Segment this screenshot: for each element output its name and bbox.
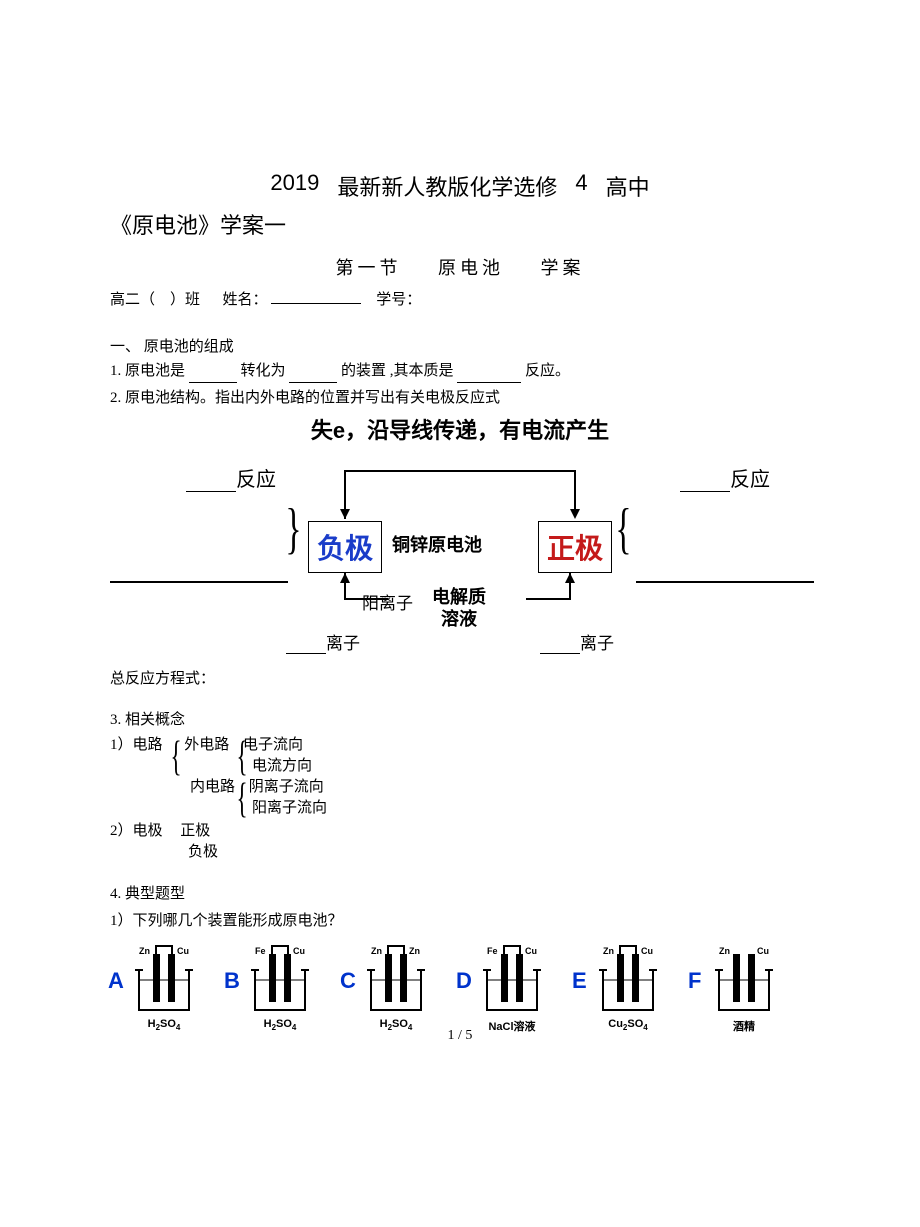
negative-electrode-box: 负极 xyxy=(308,521,382,573)
c1a: 1）电路 xyxy=(110,737,163,753)
svg-text:Zn: Zn xyxy=(719,946,730,956)
beaker-icon: Zn Cu xyxy=(125,940,203,1016)
c1c: 电子流向 xyxy=(243,737,303,753)
lesson-kind: 学案 xyxy=(541,258,585,278)
svg-text:Cu: Cu xyxy=(293,946,305,956)
c1d: 电流方向 xyxy=(252,754,810,775)
beaker-cell: CZnZnH2SO4 xyxy=(342,940,450,1032)
beaker-letter: E xyxy=(572,968,587,994)
cell-diagram: 反应 } 反应 { 负极 正极 铜锌原电池 阳离子 电解质溶液 xyxy=(110,451,810,661)
c1f: 阴离子流向 xyxy=(249,779,324,795)
svg-text:Zn: Zn xyxy=(409,946,420,956)
lesson-name: 原电池 xyxy=(438,258,504,278)
brace-outer-icon: { xyxy=(171,743,182,772)
concepts-heading: 3. 相关概念 xyxy=(110,708,810,729)
question-1: 1. 原电池是 转化为 的装置 ,其本质是 反应。 xyxy=(110,360,810,383)
id-label: 学号： xyxy=(376,292,421,308)
beaker-letter: D xyxy=(456,968,472,994)
beaker-cell: EZnCuCu2SO4 xyxy=(574,940,682,1032)
left-ion-label: 离子 xyxy=(286,629,360,654)
q1-c: 的装置 ,其本质是 xyxy=(341,363,454,379)
beaker-cell: DFeCuNaCl溶液 xyxy=(458,940,566,1034)
svg-text:Zn: Zn xyxy=(371,946,382,956)
beaker-letter: F xyxy=(688,968,701,994)
right-reaction-label: 反应 xyxy=(680,463,770,492)
beaker-cell: BFeCuH2SO4 xyxy=(226,940,334,1032)
electrolyte-label: 电解质溶液 xyxy=(432,587,486,630)
beaker-icon: Zn Zn xyxy=(357,940,435,1016)
page: 2019 最新新人教版化学选修 4 高中 《原电池》学案一 第一节 原电池 学案… xyxy=(0,0,920,1074)
title-num: 4 xyxy=(575,170,587,202)
beaker-letter: B xyxy=(224,968,240,994)
cell-name-label: 铜锌原电池 xyxy=(392,531,482,557)
beaker-row: AZnCuH2SO4BFeCuH2SO4CZnZnH2SO4DFeCuNaCl溶… xyxy=(110,940,810,1034)
svg-text:Zn: Zn xyxy=(603,946,614,956)
c2c: 负极 xyxy=(188,840,810,861)
c1e: 内电路 xyxy=(190,779,235,795)
beaker-icon: Zn Cu xyxy=(705,940,783,1016)
lesson-title: 第一节 原电池 学案 xyxy=(110,254,810,280)
blank-1a[interactable] xyxy=(189,369,237,383)
student-info: 高二（ ）班 姓名： 学号： xyxy=(110,288,810,309)
subtitle: 《原电池》学案一 xyxy=(110,208,810,240)
svg-text:Cu: Cu xyxy=(641,946,653,956)
left-electrode-blank[interactable] xyxy=(110,581,288,583)
cation-label: 阳离子 xyxy=(362,589,413,614)
q4-heading: 4. 典型题型 xyxy=(110,883,810,906)
positive-electrode-box: 正极 xyxy=(538,521,612,573)
beaker-letter: C xyxy=(340,968,356,994)
c2b: 正极 xyxy=(180,823,210,839)
document-header: 2019 最新新人教版化学选修 4 高中 xyxy=(110,170,810,202)
beaker-icon: Fe Cu xyxy=(241,940,319,1016)
blank-1b[interactable] xyxy=(289,369,337,383)
title-end: 高中 xyxy=(606,170,650,202)
concepts-block: 3. 相关概念 1）电路 { 外电路 电子流向 { 电流方向 内电路 阴离子流向… xyxy=(110,708,810,861)
svg-text:Fe: Fe xyxy=(487,946,498,956)
diagram-top-text: 失e，沿导线传递，有电流产生 xyxy=(110,413,810,445)
right-bracket-icon: { xyxy=(615,507,631,552)
left-reaction-label: 反应 xyxy=(186,463,276,492)
svg-text:Cu: Cu xyxy=(177,946,189,956)
beaker-letter: A xyxy=(108,968,124,994)
question-2: 2. 原电池结构。指出内外电路的位置并写出有关电极反应式 xyxy=(110,387,810,410)
c1g: 阳离子流向 xyxy=(252,796,810,817)
c2a: 2）电极 xyxy=(110,823,163,839)
brace-inner1-icon: { xyxy=(237,743,248,772)
right-electrode-blank[interactable] xyxy=(636,581,814,583)
svg-text:Cu: Cu xyxy=(757,946,769,956)
beaker-icon: Zn Cu xyxy=(589,940,667,1016)
svg-text:Cu: Cu xyxy=(525,946,537,956)
section-no: 第一节 xyxy=(336,258,402,278)
beaker-icon: Fe Cu xyxy=(473,940,551,1016)
q1-d: 反应。 xyxy=(525,363,570,379)
brace-inner2-icon: { xyxy=(237,785,248,814)
beaker-cell: FZnCu酒精 xyxy=(690,940,798,1034)
blank-1c[interactable] xyxy=(457,369,521,383)
svg-text:Fe: Fe xyxy=(255,946,266,956)
overall-equation-label: 总反应方程式： xyxy=(110,667,810,688)
name-label: 姓名： xyxy=(223,292,268,308)
page-footer: 1 / 5 xyxy=(0,1028,920,1044)
svg-text:Zn: Zn xyxy=(139,946,150,956)
name-blank[interactable] xyxy=(271,290,361,304)
q4-1: 1）下列哪几个装置能形成原电池？ xyxy=(110,910,810,933)
left-bracket-icon: } xyxy=(285,507,301,552)
right-ion-label: 离子 xyxy=(540,629,614,654)
title-mid: 最新新人教版化学选修 xyxy=(337,170,557,202)
q1-a: 1. 原电池是 xyxy=(110,363,185,379)
beaker-cell: AZnCuH2SO4 xyxy=(110,940,218,1032)
q1-b: 转化为 xyxy=(241,363,286,379)
year: 2019 xyxy=(270,170,319,202)
class-prefix: 高二（ xyxy=(110,292,155,308)
class-suffix: ）班 xyxy=(170,292,200,308)
section-1-heading: 一、 原电池的组成 xyxy=(110,335,810,356)
c1b: 外电路 xyxy=(184,737,229,753)
top-arrow-path xyxy=(310,451,610,521)
